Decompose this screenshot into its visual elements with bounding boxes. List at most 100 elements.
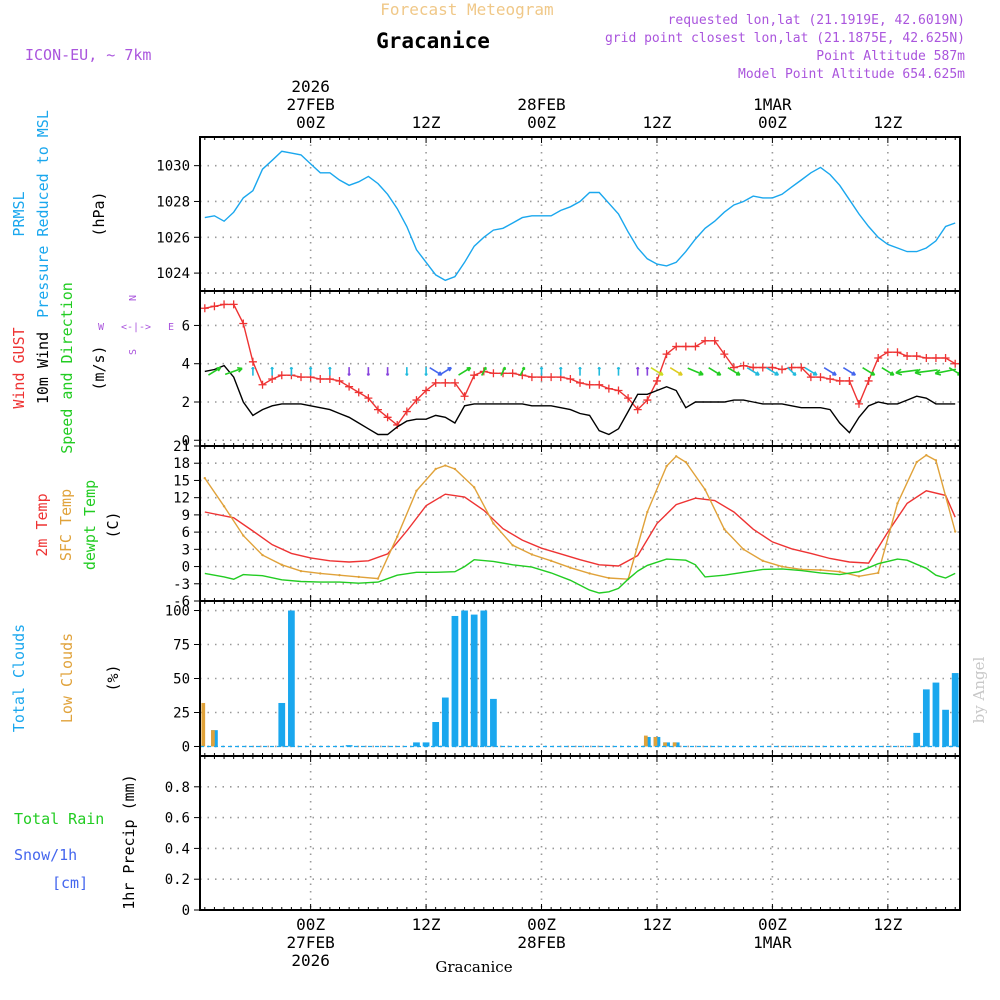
ytick-label: 75 (173, 638, 190, 654)
ytick-label: 3 (182, 542, 190, 558)
sfc-point (549, 559, 553, 563)
gust-marker (441, 378, 450, 387)
cloud-bar-low (663, 742, 667, 747)
sfc-point (472, 486, 476, 489)
panel-frame (199, 755, 961, 911)
gust-marker (354, 388, 363, 397)
ytick-label: 4 (182, 357, 190, 373)
wind-direction-arrow (687, 367, 704, 376)
gust-marker (874, 353, 883, 362)
wind-direction-arrow (347, 367, 351, 376)
sfc-point (319, 572, 322, 575)
wind-direction-arrow (645, 366, 650, 376)
compass-north: N (128, 295, 139, 301)
bottom-time-label: 00Z (527, 915, 556, 934)
wind-direction-arrow (208, 366, 222, 376)
sfc-point (723, 528, 726, 531)
sfc-point (819, 568, 822, 572)
sfc-point (838, 570, 841, 573)
top-time-label: 12Z (873, 113, 902, 132)
wind-direction-arrow (881, 367, 895, 376)
ytick-label: 0 (182, 560, 190, 576)
sfc-point (530, 553, 534, 556)
y-axis-label: (C) (104, 511, 122, 538)
gust-marker (729, 363, 738, 372)
sfc-point (646, 510, 649, 514)
sfc-point (953, 530, 957, 533)
sfc-point (588, 572, 591, 575)
sfc-point (299, 569, 303, 573)
panel-pressure: 1024 1026 1028 1030 (156, 136, 961, 292)
wind-direction-arrow (270, 366, 274, 376)
cloud-bar-total (470, 614, 478, 747)
gust-marker (460, 392, 469, 401)
ytick-label: 15 (173, 473, 190, 489)
bottom-time-label: 00Z (296, 915, 325, 934)
ytick-label: 0.8 (165, 780, 190, 796)
gust-marker (431, 378, 440, 387)
gust-marker (258, 380, 267, 389)
cloud-bar-total (345, 745, 353, 747)
cloud-bar-total (490, 698, 497, 747)
gust-marker (200, 304, 209, 313)
y-axis-label: (m/s) (90, 345, 108, 390)
gust-marker (422, 386, 431, 395)
ytick-label: 1030 (156, 159, 190, 175)
gust-marker (797, 363, 806, 372)
sfc-point (376, 577, 380, 580)
side-label: dewpt Temp (81, 480, 99, 570)
wind-direction-arrow (558, 366, 563, 376)
credit-watermark: by Angel (970, 656, 988, 723)
ytick-label: 18 (173, 456, 190, 472)
gust-marker (739, 361, 748, 370)
wind-direction-arrow (862, 367, 876, 376)
gust-marker (335, 376, 344, 385)
gust-marker (787, 363, 796, 372)
cloud-bar-low (672, 742, 677, 747)
gust-marker (710, 336, 719, 345)
gust-marker (845, 376, 854, 385)
cloud-bar-total (413, 742, 420, 747)
plot-area-temperature (203, 453, 957, 594)
gust-marker (229, 300, 238, 309)
gust-marker (316, 375, 325, 384)
side-label: [cm] (52, 874, 88, 892)
sfc-point (665, 464, 668, 468)
sfc-point (203, 476, 207, 480)
requested-coords: requested lon,lat (21.1919E, 42.6019N) (668, 13, 965, 28)
gust-marker (624, 394, 633, 403)
gust-marker (325, 375, 334, 384)
gust-marker (383, 413, 392, 422)
gust-marker (922, 353, 931, 362)
cloud-bar-total (932, 682, 940, 747)
sfc-point (357, 575, 360, 579)
gust-marker (681, 342, 690, 351)
bottom-time-label: 00Z (758, 915, 787, 934)
wind-direction-arrow (597, 366, 602, 376)
gust-marker (547, 373, 556, 382)
ytick-label: 1028 (156, 194, 190, 210)
grid-point-coords: grid point closest lon,lat (21.1875E, 42… (605, 31, 965, 46)
y-axis-label: (hPa) (90, 191, 108, 236)
bottom-time-label: 28FEB (517, 933, 565, 952)
sfc-point (444, 464, 447, 467)
sfc-point (415, 489, 418, 492)
wind-direction-arrow (786, 366, 797, 377)
gust-marker (903, 352, 912, 361)
cloud-bar-total (461, 610, 468, 747)
side-label: Wind GUST (10, 327, 28, 408)
wind-direction-arrow (616, 366, 621, 376)
wind-direction-arrow (669, 367, 683, 376)
cloud-bar-total (951, 673, 959, 747)
wind-direction-arrow (424, 367, 428, 376)
gust-marker (277, 371, 286, 380)
sfc-point (222, 505, 226, 508)
gust-marker (912, 352, 921, 361)
model-altitude: Model Point Altitude 654.625m (738, 67, 965, 82)
side-label: SFC Temp (57, 489, 75, 561)
sfc-point (675, 455, 678, 458)
bottom-time-label: 27FEB (287, 933, 335, 952)
wind-direction-arrow (804, 367, 818, 376)
top-time-label: 1MAR (753, 95, 792, 114)
